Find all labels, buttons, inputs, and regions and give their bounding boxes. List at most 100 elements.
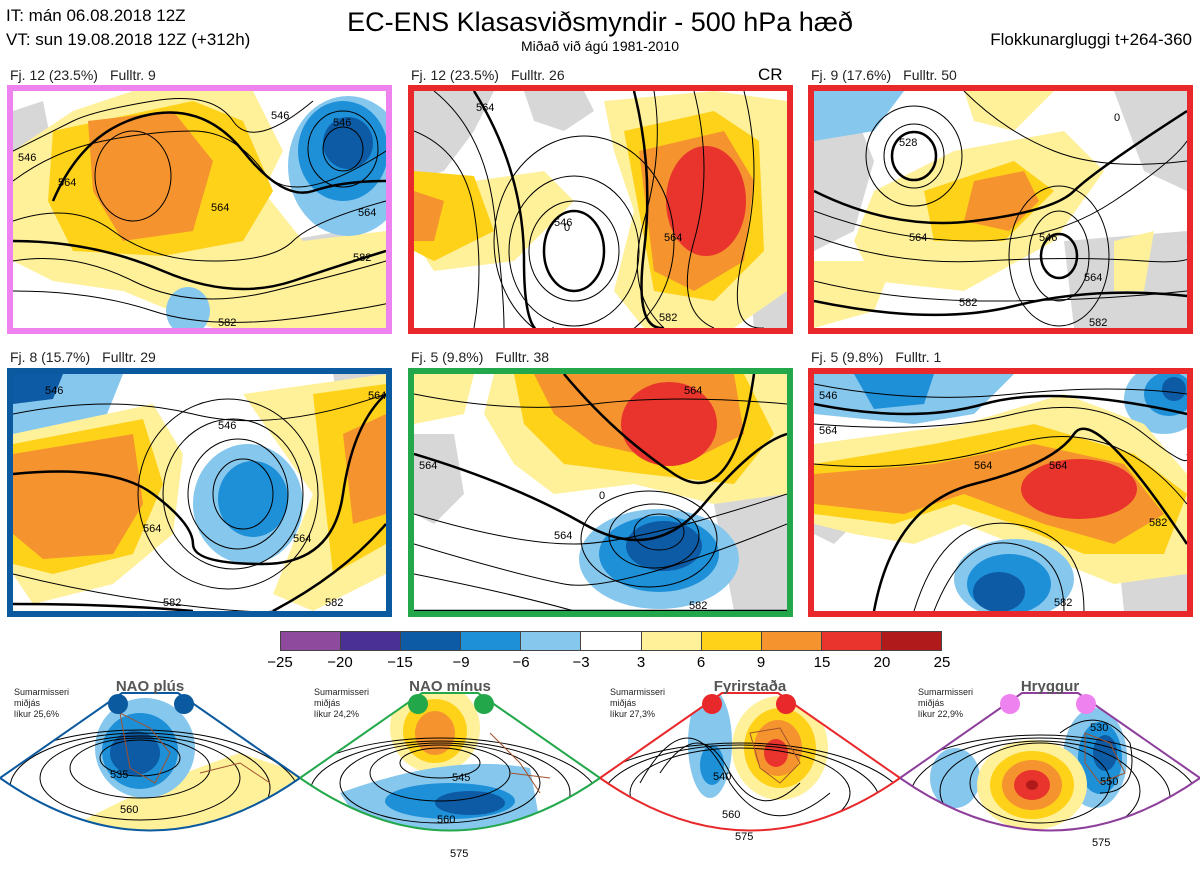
contour-label: 582 bbox=[1054, 597, 1072, 609]
contour-label: 582 bbox=[1149, 517, 1167, 529]
contour-label: 564 bbox=[909, 232, 927, 244]
colorbar-tick: −25 bbox=[267, 654, 293, 671]
panel-2-members: Fulltr. 26 bbox=[510, 67, 565, 83]
contour-label: 564 bbox=[143, 523, 161, 535]
contour-label: 546 bbox=[18, 152, 36, 164]
colorbar-bin bbox=[641, 632, 702, 650]
panel-4-count: Fj. 8 (15.7%) bbox=[10, 349, 91, 365]
valid-time: VT: sun 19.08.2018 12Z (+312h) bbox=[6, 30, 251, 49]
panel-6-members: Fulltr. 1 bbox=[895, 349, 942, 365]
cluster-map-4: 546 546 564 564 582 582 564 bbox=[7, 368, 392, 617]
colorbar-tick: −15 bbox=[387, 654, 413, 671]
colorbar-tick: −6 bbox=[512, 654, 530, 671]
colorbar-tick: 3 bbox=[636, 654, 646, 671]
regime-contour-label: 575 bbox=[735, 831, 753, 843]
regime-contour-label: 575 bbox=[450, 848, 468, 860]
panel-6-label: Fj. 5 (9.8%) Fulltr. 1 bbox=[811, 349, 941, 365]
contour-label: 528 bbox=[899, 137, 917, 149]
panel-1-count: Fj. 12 (23.5%) bbox=[10, 67, 98, 83]
panel-5-count: Fj. 5 (9.8%) bbox=[411, 349, 484, 365]
panel-5-label: Fj. 5 (9.8%) Fulltr. 38 bbox=[411, 349, 549, 365]
regime-note: Sumarmisseri miðjás líkur 25,6% bbox=[14, 687, 70, 719]
regime-contour-label: 560 bbox=[722, 809, 740, 821]
contour-label: 564 bbox=[554, 530, 572, 542]
panel-4-members: Fulltr. 29 bbox=[102, 349, 156, 365]
contour-label: 564 bbox=[211, 202, 229, 214]
contour-label: 582 bbox=[218, 317, 236, 328]
panel-2-count: Fj. 12 (23.5%) bbox=[411, 67, 499, 83]
colorbar-tick: −20 bbox=[327, 654, 353, 671]
regime-blocking: 540 560 575 Fyrirstaða Sumarmisseri miðj… bbox=[600, 673, 900, 871]
regime-title: Fyrirstaða bbox=[713, 678, 787, 695]
page-subtitle: Miðað við ágú 1981-2010 bbox=[520, 38, 679, 54]
contour-label: 564 bbox=[476, 102, 494, 114]
colorbar-tick: 15 bbox=[813, 654, 831, 671]
contour-label: 564 bbox=[293, 533, 311, 545]
regime-note: Sumarmisseri miðjás líkur 24,2% bbox=[314, 687, 370, 719]
regime-note: Sumarmisseri miðjás líkur 27,3% bbox=[610, 687, 666, 719]
contour-label: 564 bbox=[819, 425, 837, 437]
contour-label: 582 bbox=[1089, 317, 1107, 328]
colorbar-bin bbox=[761, 632, 822, 650]
contour-label: 546 bbox=[1039, 232, 1057, 244]
control-run-tag: CR bbox=[758, 65, 783, 84]
cluster-map-1: 546 564 564 546 564 582 582 546 bbox=[7, 85, 392, 334]
colorbar-tick: 25 bbox=[933, 654, 951, 671]
panel-6-count: Fj. 5 (9.8%) bbox=[811, 349, 884, 365]
regime-title: Hryggur bbox=[1020, 678, 1080, 695]
contour-label: 582 bbox=[689, 600, 707, 611]
classification-window: Flokkunargluggi t+264-360 bbox=[990, 30, 1192, 49]
contour-label: 582 bbox=[163, 597, 181, 609]
colorbar-bin bbox=[521, 632, 582, 650]
panel-3-label: Fj. 9 (17.6%) Fulltr. 50 bbox=[811, 67, 957, 83]
colorbar-tick: 9 bbox=[756, 654, 766, 671]
contour-label: 546 bbox=[554, 217, 572, 229]
regime-contour-label: 575 bbox=[1092, 837, 1110, 849]
cluster-map-5: 564 564 0 564 582 bbox=[408, 368, 793, 617]
panel-4-label: Fj. 8 (15.7%) Fulltr. 29 bbox=[10, 349, 156, 365]
cluster-map-2: 564 546 564 0 582 bbox=[408, 85, 793, 334]
contour-label: 546 bbox=[45, 385, 63, 397]
panel-5-members: Fulltr. 38 bbox=[495, 349, 550, 365]
contour-label: 564 bbox=[419, 460, 437, 472]
contour-label: 546 bbox=[333, 117, 351, 129]
regime-nao-plus: 535 560 NAO plús Sumarmisseri miðjás lík… bbox=[0, 673, 300, 871]
colorbar-tick: 6 bbox=[696, 654, 706, 671]
contour-label: 564 bbox=[1049, 460, 1067, 472]
cluster-map-6: 546 564 564 564 582 582 bbox=[808, 368, 1193, 617]
colorbar-bin bbox=[821, 632, 882, 650]
page-title: EC-ENS Klasasviðsmyndir - 500 hPa hæð bbox=[347, 7, 853, 37]
regime-contour-label: 560 bbox=[120, 804, 138, 816]
regime-contour-label: 545 bbox=[452, 772, 470, 784]
regime-contour-label: 560 bbox=[437, 814, 455, 826]
colorbar-bin bbox=[281, 632, 342, 650]
contour-label: 582 bbox=[325, 597, 343, 609]
contour-label: 564 bbox=[664, 232, 682, 244]
regime-title: NAO mínus bbox=[409, 678, 491, 695]
colorbar-bin bbox=[461, 632, 522, 650]
contour-label: 564 bbox=[358, 207, 376, 219]
colorbar-bin bbox=[881, 632, 942, 650]
panel-2-label: Fj. 12 (23.5%) Fulltr. 26 bbox=[411, 67, 565, 83]
panel-3-count: Fj. 9 (17.6%) bbox=[811, 67, 892, 83]
contour-label: 564 bbox=[58, 177, 76, 189]
panel-3-members: Fulltr. 50 bbox=[903, 67, 957, 83]
regime-contour-label: 535 bbox=[110, 769, 128, 781]
panel-1-members: Fulltr. 9 bbox=[109, 67, 156, 83]
regime-note: Sumarmisseri miðjás líkur 22,9% bbox=[918, 687, 974, 719]
regime-contour-label: 550 bbox=[1100, 776, 1118, 788]
cluster-map-3: 528 564 546 564 582 582 0 bbox=[808, 85, 1193, 334]
regime-nao-minus: 545 560 575 NAO mínus Sumarmisseri miðjá… bbox=[300, 673, 600, 871]
colorbar-tick: −9 bbox=[452, 654, 470, 671]
contour-label: 582 bbox=[659, 312, 677, 324]
contour-label: 564 bbox=[974, 460, 992, 472]
regime-contour-label: 530 bbox=[1090, 722, 1108, 734]
anomaly-colorbar bbox=[280, 631, 942, 651]
colorbar-bin bbox=[701, 632, 762, 650]
contour-label: 582 bbox=[959, 297, 977, 309]
contour-label: 546 bbox=[218, 420, 236, 432]
contour-label: 564 bbox=[1084, 272, 1102, 284]
initial-time: IT: mán 06.08.2018 12Z bbox=[6, 6, 186, 25]
contour-label: 0 bbox=[564, 222, 570, 234]
colorbar-bin bbox=[401, 632, 462, 650]
